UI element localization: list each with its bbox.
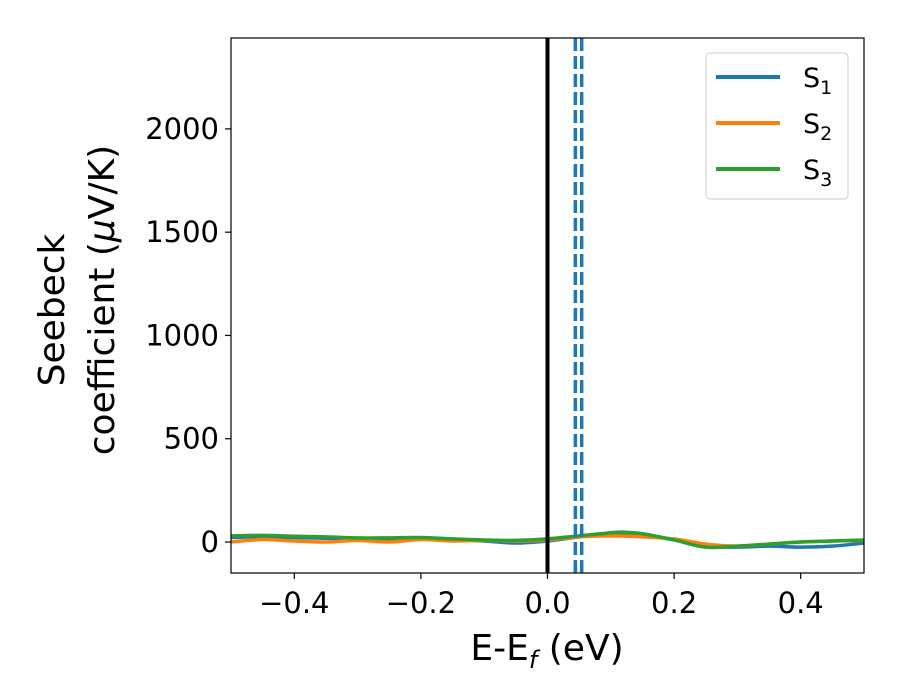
legend-label-1: S1 <box>803 63 832 99</box>
y-tick-label: 1500 <box>145 215 219 249</box>
x-axis-ticks: −0.4 −0.2 0.0 0.2 0.4 <box>259 573 824 620</box>
y-axis-ticks: 0 500 1000 1500 2000 <box>145 112 231 559</box>
legend-label-3: S3 <box>803 155 832 191</box>
legend-box <box>705 52 849 200</box>
x-tick-label: 0.0 <box>524 586 570 620</box>
y-axis-label: Seebeck coefficient (μV/K) <box>32 145 123 455</box>
y-tick-label: 1000 <box>145 318 219 352</box>
y-axis-label-line-1: Seebeck <box>32 233 73 386</box>
x-tick-label: −0.4 <box>259 586 329 620</box>
legend-items: S1 S2 S3 <box>716 63 832 191</box>
x-tick-label: −0.2 <box>386 586 456 620</box>
y-tick-label: 0 <box>201 525 219 559</box>
y-tick-label: 2000 <box>145 112 219 146</box>
x-tick-label: 0.4 <box>778 586 824 620</box>
reference-lines <box>545 38 584 573</box>
x-tick-label: 0.2 <box>651 586 697 620</box>
y-tick-label: 500 <box>164 422 219 456</box>
y-axis-label-line-2: coefficient (μV/K) <box>82 145 123 455</box>
legend: S1 S2 S3 <box>705 52 849 200</box>
x-axis-label: E-Ef (eV) <box>470 628 623 674</box>
legend-label-2: S2 <box>803 109 832 145</box>
series-line-3 <box>230 530 865 550</box>
